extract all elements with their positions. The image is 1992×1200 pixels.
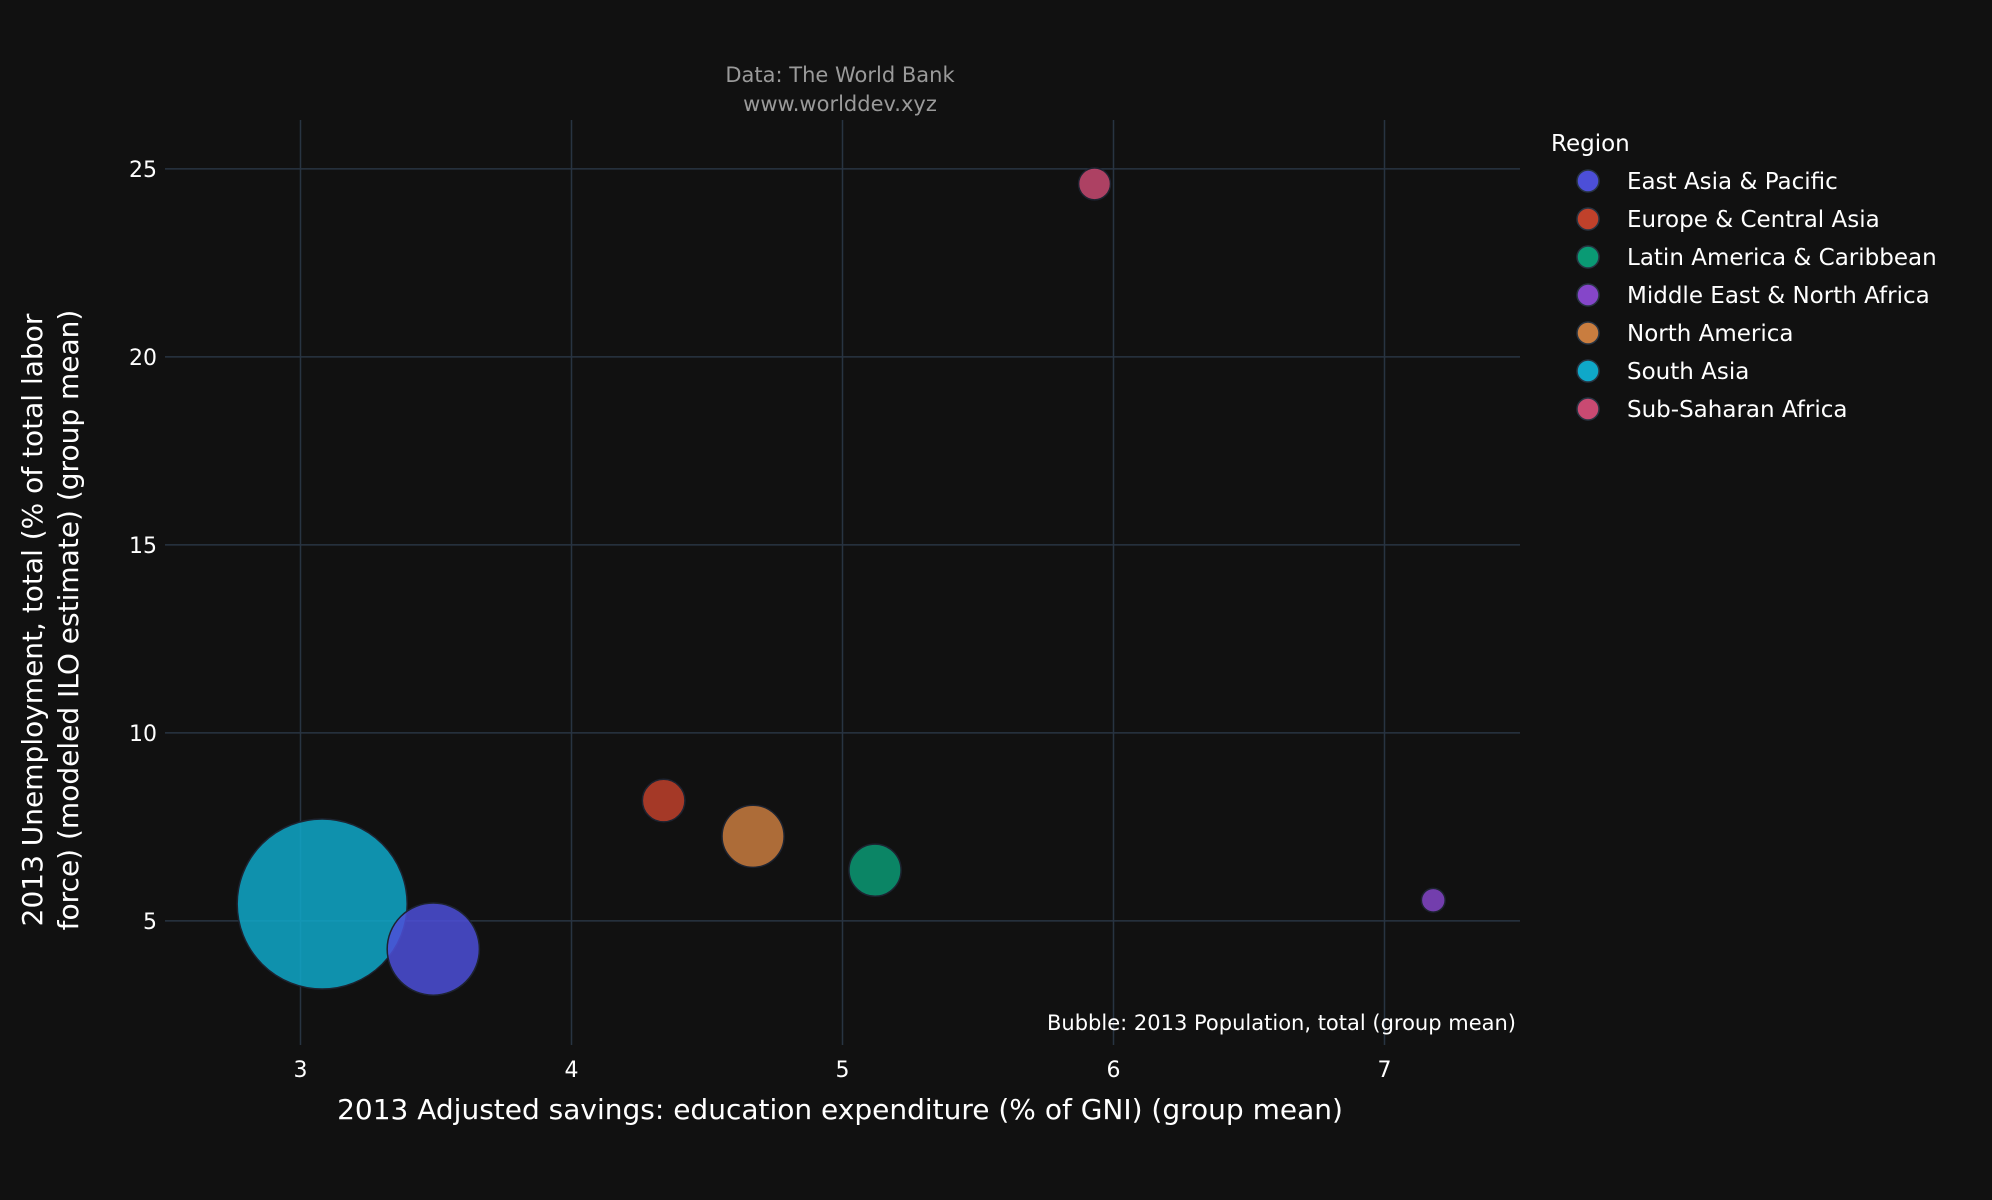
legend-marker[interactable] (1576, 321, 1600, 345)
bubble-latin-america-caribbean[interactable] (848, 843, 902, 897)
y-tick-label: 10 (129, 722, 157, 747)
legend-item-label[interactable]: North America (1627, 321, 1794, 347)
x-axis-ticks: 3 4 5 6 7 (294, 1058, 1392, 1083)
legend-item-label[interactable]: Europe & Central Asia (1627, 207, 1880, 233)
y-axis-label-line-1: 2013 Unemployment, total (% of total lab… (16, 313, 49, 926)
x-tick-label: 7 (1378, 1058, 1392, 1083)
legend-marker[interactable] (1576, 207, 1600, 231)
chart-title: Data: The World Bank (725, 63, 955, 87)
bubble-east-asia-pacific[interactable] (386, 902, 481, 996)
legend-title: Region (1551, 131, 1630, 157)
bubble-middle-east-north-africa[interactable] (1420, 887, 1446, 913)
bubble-north-america[interactable] (721, 804, 785, 869)
bubble-south-asia[interactable] (236, 818, 408, 990)
legend-marker[interactable] (1576, 359, 1600, 383)
bubble-sub-saharan-africa[interactable] (1077, 167, 1112, 201)
chart-subtitle: www.worlddev.xyz (743, 92, 937, 116)
y-tick-label: 15 (129, 534, 157, 559)
y-tick-label: 5 (143, 910, 157, 935)
legend-item-label[interactable]: Middle East & North Africa (1627, 283, 1930, 309)
legend-marker[interactable] (1576, 397, 1600, 421)
x-axis-label: 2013 Adjusted savings: education expendi… (337, 1093, 1343, 1126)
legend: Region East Asia & Pacific Europe & Centr… (1551, 131, 1937, 423)
legend-item-label[interactable]: East Asia & Pacific (1627, 169, 1838, 195)
legend-marker[interactable] (1576, 283, 1600, 307)
y-axis-ticks: 5 10 15 20 25 (129, 158, 157, 935)
y-axis-label-line-2: force) (modeled ILO estimate) (group mea… (52, 310, 85, 931)
x-tick-label: 6 (1107, 1058, 1121, 1083)
x-tick-label: 3 (294, 1058, 308, 1083)
legend-item-label[interactable]: South Asia (1627, 359, 1749, 385)
x-tick-label: 4 (565, 1058, 579, 1083)
legend-marker[interactable] (1576, 245, 1600, 269)
legend-item-label[interactable]: Latin America & Caribbean (1627, 245, 1937, 271)
x-tick-label: 5 (836, 1058, 850, 1083)
bubble-europe-central-asia[interactable] (641, 778, 686, 823)
bubble-layer (236, 167, 1446, 996)
legend-item-label[interactable]: Sub-Saharan Africa (1627, 397, 1847, 423)
y-tick-label: 25 (129, 158, 157, 183)
legend-marker[interactable] (1576, 169, 1600, 193)
bubble-size-annotation: Bubble: 2013 Population, total (group me… (1047, 1011, 1516, 1035)
y-tick-label: 20 (129, 346, 157, 371)
